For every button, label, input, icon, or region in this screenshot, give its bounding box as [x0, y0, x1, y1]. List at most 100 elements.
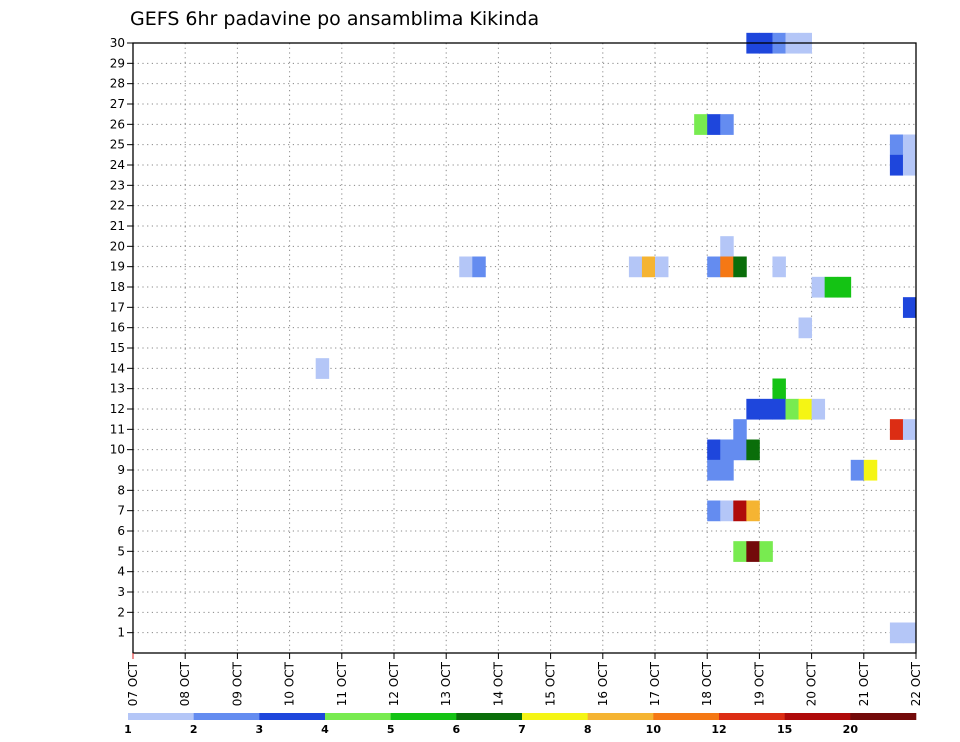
- colorbar-label: 10: [646, 723, 662, 736]
- data-cell: [694, 114, 708, 135]
- data-cell: [811, 398, 826, 420]
- y-tick-label: 30: [110, 36, 125, 50]
- data-cell: [746, 398, 760, 420]
- colorbar-label: 12: [711, 723, 726, 736]
- y-tick-label: 5: [117, 544, 125, 558]
- data-cell: [720, 439, 734, 461]
- data-cell: [720, 459, 734, 481]
- data-cell: [759, 398, 773, 420]
- colorbar-segment: [850, 713, 917, 720]
- y-tick-label: 2: [117, 605, 125, 619]
- y-tick-label: 9: [117, 463, 125, 477]
- x-tick-label: 17 OCT: [648, 661, 662, 706]
- data-cell: [733, 541, 747, 562]
- colorbar-label: 3: [256, 723, 264, 736]
- plot-frame: [132, 42, 917, 654]
- data-cell: [889, 154, 904, 176]
- colorbar-label: 4: [321, 723, 329, 736]
- data-cell: [746, 500, 760, 522]
- data-cell: [798, 317, 812, 339]
- data-cell: [798, 398, 812, 420]
- data-cell: [315, 358, 330, 379]
- y-tick-label: 25: [110, 138, 125, 152]
- colorbar-segment: [719, 713, 785, 720]
- colorbar-label: 6: [453, 723, 461, 736]
- colorbar-segment: [259, 713, 326, 720]
- data-cell: [733, 256, 747, 278]
- data-cell: [733, 500, 747, 522]
- y-tick-label: 12: [110, 402, 125, 416]
- data-cell: [889, 134, 904, 156]
- data-cell: [733, 419, 747, 440]
- y-tick-label: 18: [110, 280, 125, 294]
- colorbar-label: 20: [843, 723, 859, 736]
- data-cell: [459, 256, 473, 278]
- data-cell: [902, 297, 917, 318]
- colorbar-segment: [390, 713, 457, 720]
- data-cell: [720, 236, 734, 257]
- y-tick-label: 16: [110, 321, 125, 335]
- y-tick-label: 3: [117, 585, 125, 599]
- colorbar-label: 8: [584, 723, 592, 736]
- data-cell: [746, 541, 760, 562]
- data-cell: [850, 459, 865, 481]
- data-cell: [746, 439, 760, 461]
- y-tick-label: 1: [117, 626, 125, 640]
- y-tick-label: 20: [110, 239, 125, 253]
- colorbar: 1 2 3 4 5 6 7 8 10 12 15 20: [124, 713, 917, 736]
- y-tick-label: 19: [110, 260, 125, 274]
- colorbar-label: 2: [190, 723, 198, 736]
- data-cell: [772, 256, 786, 278]
- colorbar-segment: [456, 713, 523, 720]
- data-cell: [863, 459, 878, 481]
- data-cell: [772, 378, 786, 400]
- data-cell: [707, 500, 721, 522]
- data-cell: [733, 439, 747, 461]
- data-cell: [720, 114, 734, 135]
- x-tick-label: 14 OCT: [491, 661, 505, 706]
- y-tick-label: 13: [110, 382, 125, 396]
- data-cell: [720, 500, 734, 522]
- x-tick-label: 08 OCT: [178, 661, 192, 706]
- x-tick-label: 21 OCT: [857, 661, 871, 706]
- chart-title: GEFS 6hr padavine po ansamblima Kikinda: [130, 8, 539, 30]
- x-tick-label: 22 OCT: [909, 661, 923, 706]
- data-cell: [641, 256, 656, 278]
- data-cell: [707, 459, 721, 481]
- colorbar-segment: [193, 713, 260, 720]
- x-tick-label: 07 OCT: [126, 661, 140, 706]
- y-tick-label: 26: [110, 117, 125, 131]
- data-cell: [720, 256, 734, 278]
- data-cell: [472, 256, 486, 278]
- data-cell: [707, 114, 721, 135]
- x-tick-label: 10 OCT: [283, 661, 297, 706]
- data-cell: [772, 398, 786, 420]
- colorbar-segment: [653, 713, 720, 720]
- colorbar-segment: [522, 713, 588, 720]
- data-cell: [759, 541, 773, 562]
- y-tick-label: 14: [110, 361, 125, 375]
- data-cell: [785, 398, 799, 420]
- x-tick-label: 18 OCT: [700, 661, 714, 706]
- data-cell: [824, 276, 839, 298]
- x-tick-label: 09 OCT: [230, 661, 244, 706]
- y-tick-label: 28: [110, 77, 125, 91]
- y-tick-label: 23: [110, 178, 125, 192]
- y-tick-label: 24: [110, 158, 125, 172]
- y-tick-label: 21: [110, 219, 125, 233]
- grid-lines: [133, 43, 916, 653]
- colorbar-segment: [784, 713, 851, 720]
- y-tick-label: 6: [117, 524, 125, 538]
- x-tick-label: 12 OCT: [387, 661, 401, 706]
- data-cell: [628, 256, 643, 278]
- data-cell: [707, 439, 721, 461]
- colorbar-label: 1: [124, 723, 132, 736]
- colorbar-segment: [587, 713, 654, 720]
- y-tick-label: 11: [110, 422, 125, 436]
- y-tick-label: 4: [117, 565, 125, 579]
- y-tick-label: 10: [110, 443, 125, 457]
- y-tick-label: 27: [110, 97, 125, 111]
- colorbar-label: 5: [387, 723, 395, 736]
- y-tick-label: 15: [110, 341, 125, 355]
